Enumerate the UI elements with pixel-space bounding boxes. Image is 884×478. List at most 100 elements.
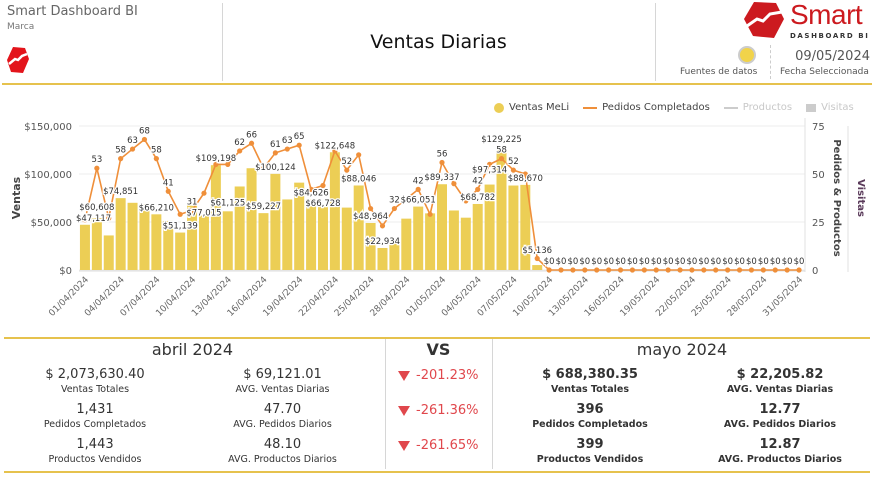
sales-bar bbox=[413, 206, 424, 270]
orders-point bbox=[189, 207, 195, 214]
vs-productos: -261.65% bbox=[398, 438, 479, 453]
value: 47.70 bbox=[263, 402, 302, 417]
sales-bar bbox=[127, 202, 138, 270]
orders-point bbox=[689, 267, 695, 273]
header-accent-line bbox=[2, 83, 872, 85]
sales-data-label: $88,046 bbox=[341, 174, 376, 184]
orders-point bbox=[213, 161, 219, 167]
orders-point bbox=[510, 167, 517, 173]
may-pedidos: 396 Pedidos Completados bbox=[495, 402, 685, 431]
sales-bar bbox=[79, 224, 90, 270]
label: Pedidos Completados bbox=[43, 419, 147, 430]
sales-data-label: $77,015 bbox=[186, 209, 221, 219]
value: $ 2,073,630.40 bbox=[45, 367, 145, 382]
orders-data-label: 31 bbox=[187, 197, 198, 207]
april-pedidos: 1,431 Pedidos Completados bbox=[0, 402, 190, 431]
orders-point bbox=[594, 267, 600, 273]
orders-point bbox=[94, 165, 100, 171]
y-tick-left: $50,000 bbox=[31, 218, 72, 229]
sales-data-label: $0 bbox=[627, 257, 638, 267]
orders-point bbox=[320, 182, 326, 189]
value: $ 22,205.82 bbox=[736, 367, 824, 382]
orders-point bbox=[308, 186, 314, 192]
y-tick-right: 0 bbox=[812, 266, 818, 277]
sales-data-label: $0 bbox=[675, 257, 686, 267]
y-tick-right: 50 bbox=[812, 170, 825, 181]
sales-data-label: $0 bbox=[544, 257, 555, 267]
orders-point bbox=[201, 190, 207, 196]
page-title: Ventas Diarias bbox=[370, 31, 507, 53]
may-avg-productos: 12.87 AVG. Productos Diarios bbox=[685, 437, 875, 466]
label: Productos Vendidos bbox=[536, 454, 644, 465]
orders-point bbox=[606, 267, 612, 273]
orders-point bbox=[367, 205, 374, 212]
legend-item-visitas[interactable]: Visitas bbox=[806, 102, 854, 113]
brand-subtitle: Marca bbox=[7, 22, 35, 32]
orders-point bbox=[475, 186, 481, 192]
orders-point bbox=[284, 146, 290, 152]
value: 12.77 bbox=[759, 402, 801, 417]
sales-bar bbox=[103, 235, 114, 270]
sales-data-label: $129,225 bbox=[481, 135, 522, 145]
orders-data-label: 63 bbox=[127, 136, 138, 146]
logo-subtext: DASHBOARD BI bbox=[790, 32, 870, 40]
orders-point bbox=[582, 267, 588, 273]
orders-data-label: 58 bbox=[496, 146, 507, 156]
value: 12.87 bbox=[759, 437, 801, 452]
orders-point bbox=[713, 267, 719, 273]
label: Productos Vendidos bbox=[48, 454, 142, 465]
orders-point bbox=[106, 215, 112, 221]
line-plus-icon bbox=[723, 106, 738, 109]
sales-data-label: $0 bbox=[734, 257, 745, 267]
orders-point bbox=[772, 267, 778, 273]
label: AVG. Pedidos Diarios bbox=[723, 419, 837, 430]
orders-point bbox=[665, 267, 671, 273]
label: AVG. Pedidos Diarios bbox=[233, 419, 332, 430]
vs-value: -261.36% bbox=[416, 403, 479, 418]
y-axis-title-left: Ventas bbox=[10, 176, 23, 219]
sales-data-label: $61,125 bbox=[210, 198, 245, 208]
sales-data-label: $0 bbox=[782, 257, 793, 267]
data-sources-button[interactable]: Fuentes de datos bbox=[680, 67, 758, 77]
handshake-icon[interactable] bbox=[738, 46, 756, 64]
orders-point bbox=[332, 148, 338, 154]
orders-data-label: 41 bbox=[163, 178, 174, 188]
sales-data-label: $0 bbox=[698, 257, 709, 267]
value: 1,431 bbox=[76, 402, 114, 417]
label: AVG. Productos Diarios bbox=[718, 454, 842, 465]
orders-point bbox=[141, 136, 148, 143]
value: 1,443 bbox=[76, 437, 114, 452]
sales-data-label: $0 bbox=[556, 257, 567, 267]
legend-item-pedidos[interactable]: Pedidos Completados bbox=[583, 102, 710, 113]
sales-data-label: $5,136 bbox=[522, 246, 552, 256]
legend-item-ventas[interactable]: Ventas MeLi bbox=[494, 102, 569, 113]
legend-item-productos[interactable]: Productos bbox=[723, 102, 792, 113]
y-tick-left: $100,000 bbox=[24, 170, 72, 181]
label: Ventas Totales bbox=[550, 384, 629, 395]
y-tick-left: $150,000 bbox=[24, 122, 72, 133]
orders-data-label: 58 bbox=[115, 146, 126, 156]
sales-bar bbox=[484, 184, 495, 270]
y-tick-right: 75 bbox=[812, 122, 825, 133]
sales-data-label: $0 bbox=[579, 257, 590, 267]
legend-label: Pedidos Completados bbox=[602, 102, 710, 113]
summary-top-line bbox=[4, 337, 870, 339]
selected-date[interactable]: 09/05/2024 bbox=[795, 49, 870, 64]
may-avg-pedidos: 12.77 AVG. Pedidos Diarios bbox=[685, 402, 875, 431]
summary-divider bbox=[385, 339, 386, 469]
sales-data-label: $100,124 bbox=[255, 163, 296, 173]
orders-point bbox=[225, 161, 231, 167]
orders-data-label: 52 bbox=[508, 157, 519, 167]
y-tick-left: $0 bbox=[59, 266, 72, 277]
orders-data-label: 65 bbox=[294, 132, 305, 142]
sales-data-label: $84,626 bbox=[294, 188, 329, 198]
orders-point bbox=[487, 161, 493, 167]
orders-point bbox=[463, 198, 469, 204]
sales-data-label: $0 bbox=[687, 257, 698, 267]
sales-bar bbox=[496, 145, 507, 270]
line-dot-icon bbox=[583, 106, 598, 109]
sales-bar bbox=[448, 210, 459, 270]
brand-title: Smart Dashboard BI bbox=[7, 4, 138, 19]
sales-data-label: $66,728 bbox=[305, 199, 340, 209]
square-icon bbox=[806, 103, 817, 112]
